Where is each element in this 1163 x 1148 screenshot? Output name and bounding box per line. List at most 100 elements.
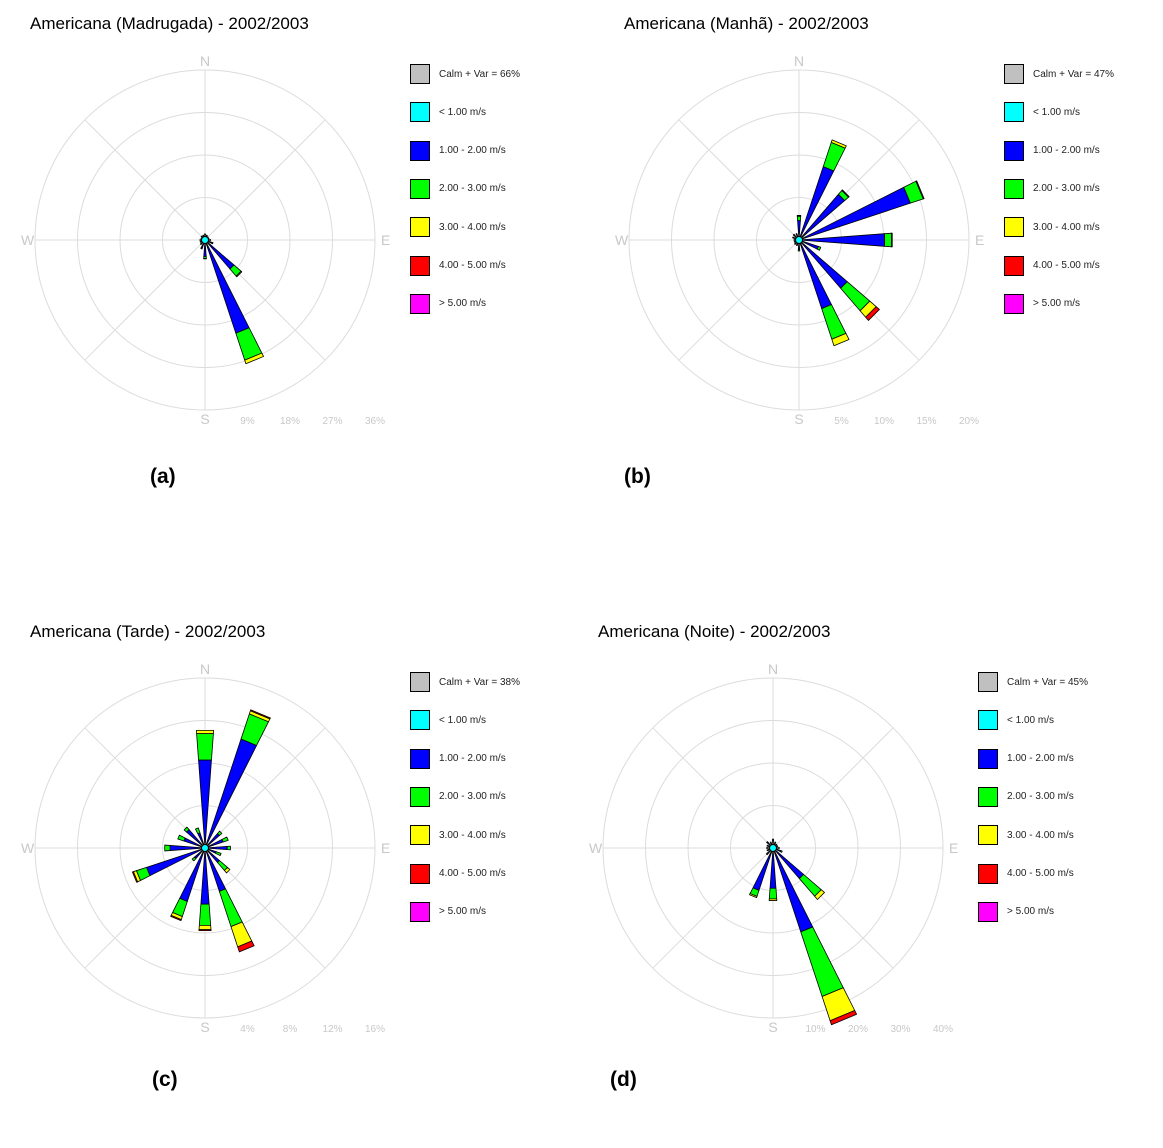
legend-label: 3.00 - 4.00 m/s <box>439 830 506 841</box>
legend-swatch <box>410 141 430 161</box>
legend-swatch <box>978 864 998 884</box>
legend-item: Calm + Var = 47% <box>1004 62 1114 86</box>
legend-label: 2.00 - 3.00 m/s <box>1007 791 1074 802</box>
rose-hub <box>202 237 209 244</box>
legend-item: 1.00 - 2.00 m/s <box>978 747 1074 771</box>
spoke-line <box>773 728 893 848</box>
legend-item: Calm + Var = 66% <box>410 62 520 86</box>
petal-segment <box>199 925 211 929</box>
petal-segment <box>212 242 213 243</box>
petal-segment <box>798 249 800 251</box>
legend-item: 4.00 - 5.00 m/s <box>410 862 506 886</box>
petal-segment <box>776 844 777 845</box>
petal-segment <box>770 842 771 843</box>
legend-item: < 1.00 m/s <box>1004 100 1080 124</box>
petal-segment <box>206 739 257 845</box>
ring-label: 20% <box>959 416 979 427</box>
legend-swatch <box>410 864 430 884</box>
spoke-line <box>653 848 773 968</box>
legend-swatch <box>410 64 430 84</box>
legend-swatch <box>410 749 430 769</box>
legend-swatch <box>1004 64 1024 84</box>
petal-segment <box>201 236 202 237</box>
petal-segment <box>781 851 783 853</box>
petal-segment <box>793 234 794 235</box>
legend-swatch <box>410 179 430 199</box>
petal-segment <box>769 888 776 899</box>
legend-label: > 5.00 m/s <box>439 298 486 309</box>
legend-item: 2.00 - 3.00 m/s <box>978 785 1074 809</box>
petal-segment <box>777 846 778 847</box>
legend-label: 1.00 - 2.00 m/s <box>439 145 506 156</box>
legend-item: 3.00 - 4.00 m/s <box>978 823 1074 847</box>
legend-swatch <box>410 217 430 237</box>
legend-label: 1.00 - 2.00 m/s <box>439 753 506 764</box>
panel-label: (d) <box>610 1068 637 1092</box>
legend-item: 2.00 - 3.00 m/s <box>1004 177 1100 201</box>
legend-swatch <box>978 710 998 730</box>
petal-segment <box>219 889 242 927</box>
petal-segment <box>801 927 844 997</box>
petal-segment <box>215 852 221 856</box>
petal-segment <box>775 842 776 843</box>
legend-label: 4.00 - 5.00 m/s <box>439 868 506 879</box>
petal-segment <box>817 246 821 250</box>
spoke-line <box>679 120 799 240</box>
legend-item: 4.00 - 5.00 m/s <box>1004 254 1100 278</box>
spoke-line <box>205 120 325 240</box>
petal-segment <box>200 241 201 242</box>
legend-item: > 5.00 m/s <box>978 900 1054 924</box>
legend-item: 1.00 - 2.00 m/s <box>1004 139 1100 163</box>
compass-e: E <box>949 840 958 856</box>
spoke-line <box>85 848 205 968</box>
legend-item: 1.00 - 2.00 m/s <box>410 139 506 163</box>
rose-hub <box>796 237 803 244</box>
ring-label: 30% <box>890 1024 910 1035</box>
petal-segment <box>227 846 230 850</box>
compass-w: W <box>21 840 35 856</box>
petal-segment <box>769 899 777 901</box>
petal-segment <box>772 839 773 840</box>
legend-item: 3.00 - 4.00 m/s <box>410 215 506 239</box>
ring-label: 10% <box>805 1024 825 1035</box>
compass-s: S <box>200 411 209 427</box>
legend-item: 4.00 - 5.00 m/s <box>978 862 1074 886</box>
petal-segment <box>795 243 796 244</box>
legend-item: Calm + Var = 45% <box>978 670 1088 694</box>
legend-label: < 1.00 m/s <box>1007 715 1054 726</box>
petal-segment <box>200 244 201 245</box>
petal-segment <box>208 846 227 849</box>
compass-s: S <box>200 1019 209 1035</box>
spoke-line <box>85 120 205 240</box>
compass-s: S <box>768 1019 777 1035</box>
petal-segment <box>794 240 795 241</box>
petal-segment <box>804 234 885 247</box>
ring-label: 16% <box>365 1024 385 1035</box>
petal-segment <box>199 930 211 931</box>
petal-segment <box>797 215 801 216</box>
petal-segment <box>767 845 768 846</box>
legend-item: < 1.00 m/s <box>410 100 486 124</box>
legend-item: > 5.00 m/s <box>410 900 486 924</box>
legend-swatch <box>1004 294 1024 314</box>
legend-label: > 5.00 m/s <box>439 906 486 917</box>
petal-segment <box>753 850 772 890</box>
legend-item: 4.00 - 5.00 m/s <box>410 254 506 278</box>
legend-swatch <box>1004 141 1024 161</box>
legend-label: Calm + Var = 38% <box>439 677 520 688</box>
legend-swatch <box>978 749 998 769</box>
legend-item: < 1.00 m/s <box>978 708 1054 732</box>
ring-label: 15% <box>916 416 936 427</box>
petal-segment <box>796 245 797 246</box>
ring-label: 12% <box>322 1024 342 1035</box>
legend-label: 2.00 - 3.00 m/s <box>1033 183 1100 194</box>
legend-label: < 1.00 m/s <box>439 715 486 726</box>
rose-hub <box>770 845 777 852</box>
legend-swatch <box>410 710 430 730</box>
ring-label: 36% <box>365 416 385 427</box>
petal-segment <box>196 730 213 733</box>
legend-label: 2.00 - 3.00 m/s <box>439 183 506 194</box>
compass-n: N <box>768 661 778 677</box>
